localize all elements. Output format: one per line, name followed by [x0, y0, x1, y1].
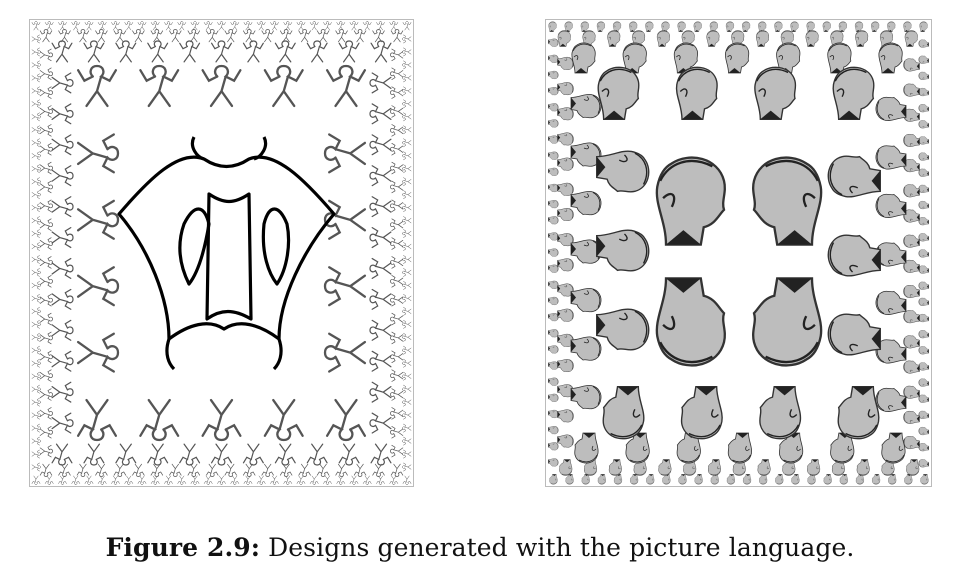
figure-caption: Figure 2.9: Designs generated with the p… [0, 533, 960, 562]
stick-figure-tiling [29, 19, 414, 487]
stick-figure-design-panel [29, 19, 414, 487]
central-motif [117, 136, 336, 371]
stick-figure-design-image [29, 19, 414, 487]
portrait-tiling [545, 19, 932, 487]
figure-label: Figure 2.9: [105, 533, 261, 562]
portrait-design-image [545, 19, 932, 487]
figure-caption-text: Designs generated with the picture langu… [268, 533, 855, 562]
central-portraits [655, 156, 823, 367]
portrait-design-panel [545, 19, 932, 487]
